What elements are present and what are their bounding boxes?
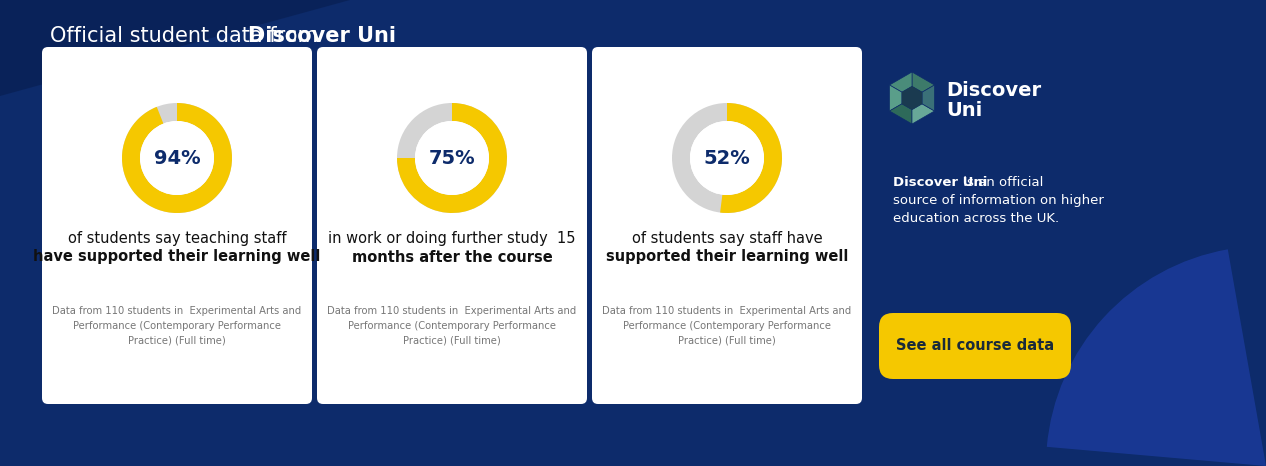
Wedge shape xyxy=(720,103,782,213)
Text: Data from 110 students in  Experimental Arts and
Performance (Contemporary Perfo: Data from 110 students in Experimental A… xyxy=(603,306,852,346)
Text: Discover Uni: Discover Uni xyxy=(248,26,396,46)
Polygon shape xyxy=(901,86,922,110)
Polygon shape xyxy=(890,85,901,111)
Text: supported their learning well: supported their learning well xyxy=(606,249,848,265)
Text: is an official: is an official xyxy=(960,176,1043,189)
Text: See all course data: See all course data xyxy=(896,338,1055,354)
Polygon shape xyxy=(912,104,934,124)
Wedge shape xyxy=(398,103,506,213)
Text: Discover: Discover xyxy=(946,81,1041,100)
Circle shape xyxy=(690,121,763,195)
Circle shape xyxy=(141,121,214,195)
Wedge shape xyxy=(122,103,232,213)
Text: in work or doing further study  15: in work or doing further study 15 xyxy=(328,231,576,246)
Text: source of information on higher: source of information on higher xyxy=(893,194,1104,207)
Text: Data from 110 students in  Experimental Arts and
Performance (Contemporary Perfo: Data from 110 students in Experimental A… xyxy=(52,306,301,346)
Text: Uni: Uni xyxy=(946,101,982,119)
Text: months after the course: months after the course xyxy=(352,249,552,265)
Text: Data from 110 students in  Experimental Arts and
Performance (Contemporary Perfo: Data from 110 students in Experimental A… xyxy=(328,306,576,346)
FancyBboxPatch shape xyxy=(316,47,587,404)
FancyBboxPatch shape xyxy=(879,313,1071,379)
Text: of students say teaching staff: of students say teaching staff xyxy=(68,231,286,246)
Polygon shape xyxy=(890,104,912,124)
Text: Discover Uni: Discover Uni xyxy=(893,176,987,189)
Text: 52%: 52% xyxy=(704,149,751,167)
Circle shape xyxy=(415,121,489,195)
Wedge shape xyxy=(672,103,782,213)
Text: have supported their learning well: have supported their learning well xyxy=(33,249,320,265)
Polygon shape xyxy=(890,72,912,92)
Polygon shape xyxy=(922,85,934,111)
Text: education across the UK.: education across the UK. xyxy=(893,212,1060,225)
Text: Official student data from: Official student data from xyxy=(49,26,324,46)
Polygon shape xyxy=(912,72,934,92)
Text: 94%: 94% xyxy=(153,149,200,167)
FancyBboxPatch shape xyxy=(42,47,311,404)
Wedge shape xyxy=(398,103,506,213)
FancyBboxPatch shape xyxy=(592,47,862,404)
Polygon shape xyxy=(0,0,349,96)
Wedge shape xyxy=(122,103,232,213)
Text: 75%: 75% xyxy=(429,149,475,167)
Text: of students say staff have: of students say staff have xyxy=(632,231,823,246)
Wedge shape xyxy=(1047,249,1266,466)
